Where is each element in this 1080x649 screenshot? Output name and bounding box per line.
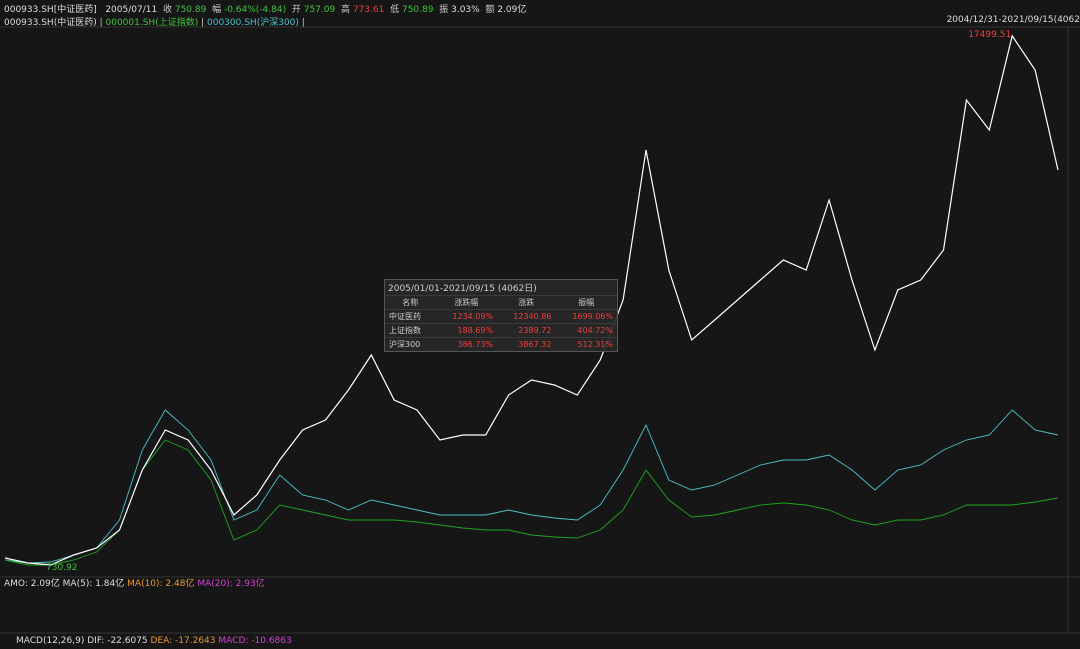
min-label: 730.92 bbox=[46, 563, 78, 573]
amo: AMO: 2.09亿 bbox=[4, 579, 60, 589]
series-line bbox=[4, 409, 1059, 564]
cell: 512.31% bbox=[555, 337, 617, 351]
value: -0.64%(-4.84) bbox=[223, 5, 287, 15]
value: 3.03% bbox=[451, 5, 480, 15]
cell: 404.72% bbox=[555, 323, 617, 338]
legend: 000933.SH(中证医药) | 000001.SH(上证指数) | 0003… bbox=[4, 18, 305, 28]
value: 773.61 bbox=[352, 5, 385, 15]
cell: 12340.86 bbox=[497, 309, 556, 324]
cell: 1234.09% bbox=[435, 309, 498, 324]
cell: 上证指数 bbox=[385, 323, 436, 338]
header: 000933.SH[中证医药] 2005/07/11 收 750.89 幅 -0… bbox=[4, 2, 526, 15]
legend-entry: 000001.SH(上证指数) bbox=[105, 18, 199, 28]
header-cell: 名称 bbox=[385, 295, 436, 310]
stats-title: 2005/01/01-2021/09/15 (4062日) bbox=[388, 284, 537, 294]
cell: 中证医药 bbox=[385, 309, 436, 324]
range-label: 2004/12/31-2021/09/15(4062 bbox=[946, 15, 1080, 25]
series-line bbox=[4, 439, 1059, 566]
header-cell: 涨跌 bbox=[497, 295, 556, 310]
label: 额 bbox=[485, 5, 495, 15]
cell: 386.73% bbox=[435, 337, 498, 351]
label: 低 bbox=[390, 5, 400, 15]
label: 高 bbox=[340, 5, 350, 15]
ma20: MA(20): 2.93亿 bbox=[197, 579, 265, 589]
dif: DIF: -22.6075 bbox=[87, 636, 148, 646]
cell: 沪深300 bbox=[385, 337, 436, 351]
cell: 3867.32 bbox=[497, 337, 556, 351]
header-cell: 振幅 bbox=[555, 295, 617, 310]
macd: MACD: -10.6863 bbox=[218, 636, 292, 646]
stats-table: 名称 涨跌幅 涨跌 振幅中证医药 1234.09% 12340.86 1699.06% 上证指… bbox=[385, 295, 617, 351]
label: 开 bbox=[291, 5, 301, 15]
label: 幅 bbox=[212, 5, 222, 15]
value: 750.89 bbox=[174, 5, 207, 15]
ma5: MA(5): 1.84亿 bbox=[62, 579, 125, 589]
cell: 1699.06% bbox=[555, 309, 617, 324]
series-line bbox=[4, 34, 1059, 566]
macd-line: MACD(12,26,9) DIF: -22.6075 DEA: -17.264… bbox=[16, 636, 292, 646]
value: 757.09 bbox=[303, 5, 336, 15]
label: 收 bbox=[162, 5, 172, 15]
cell: 188.69% bbox=[435, 323, 498, 338]
amo-line: AMO: 2.09亿 MA(5): 1.84亿 MA(10): 2.48亿 MA… bbox=[4, 576, 265, 589]
dea: DEA: -17.2643 bbox=[150, 636, 216, 646]
code: 000933.SH[中证医药] bbox=[4, 5, 97, 15]
cell: 2389.72 bbox=[497, 323, 556, 338]
ma10: MA(10): 2.48亿 bbox=[127, 579, 195, 589]
max-label: 17499.51 bbox=[968, 29, 1012, 40]
stats-panel: 2005/01/01-2021/09/15 (4062日) 名称 涨跌幅 涨跌 振幅中… bbox=[384, 279, 618, 352]
value: 2.09亿 bbox=[497, 5, 527, 15]
macd-name: MACD(12,26,9) bbox=[16, 636, 85, 646]
value: 750.89 bbox=[401, 5, 434, 15]
header-cell: 涨跌幅 bbox=[435, 295, 498, 310]
legend-entry: 000933.SH(中证医药) bbox=[4, 18, 97, 28]
date: 2005/07/11 bbox=[105, 5, 158, 15]
legend-entry: 000300.SH(沪深300) bbox=[207, 18, 299, 28]
label: 振 bbox=[439, 5, 449, 15]
